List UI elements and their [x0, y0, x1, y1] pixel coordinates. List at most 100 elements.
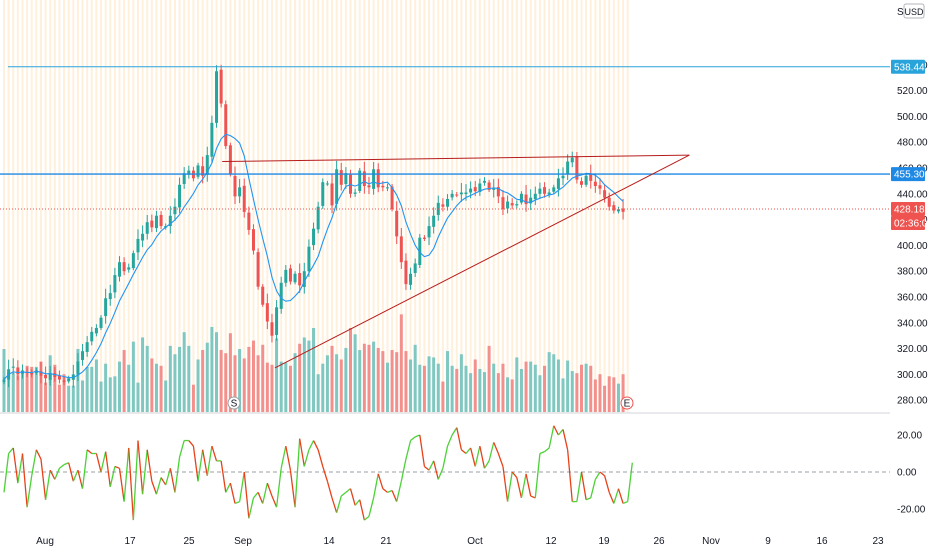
candle-body[interactable] — [427, 226, 431, 238]
candle-body[interactable] — [584, 175, 588, 185]
candle-body[interactable] — [302, 271, 306, 287]
candle-body[interactable] — [372, 169, 376, 189]
candle-body[interactable] — [312, 228, 316, 246]
candle-body[interactable] — [62, 380, 66, 383]
candle-body[interactable] — [122, 262, 126, 272]
candle-body[interactable] — [76, 361, 80, 375]
candle-body[interactable] — [293, 273, 297, 283]
candle-body[interactable] — [524, 194, 528, 205]
candle-body[interactable] — [145, 222, 149, 234]
candle-body[interactable] — [279, 282, 283, 309]
candle-body[interactable] — [487, 182, 491, 190]
candle-body[interactable] — [284, 269, 288, 283]
candle-body[interactable] — [131, 253, 135, 269]
candle-body[interactable] — [224, 104, 228, 147]
time-axis[interactable]: Aug 17 25 Sep 14 21 Oct 12 19 26 Nov 9 16 23 — [36, 536, 884, 547]
candle-body[interactable] — [598, 185, 602, 189]
candle-body[interactable] — [446, 198, 450, 207]
candle-body[interactable] — [510, 203, 514, 206]
candle-body[interactable] — [556, 178, 560, 189]
candle-body[interactable] — [339, 170, 343, 185]
candle-body[interactable] — [455, 194, 459, 196]
candle-body[interactable] — [39, 371, 43, 376]
candle-body[interactable] — [104, 298, 108, 317]
candle-body[interactable] — [469, 188, 473, 193]
earnings-marker-icon[interactable] — [620, 396, 634, 410]
candle-body[interactable] — [113, 275, 117, 293]
candle-body[interactable] — [395, 210, 399, 237]
scale-mode-label[interactable]: S — [897, 7, 904, 18]
candle-body[interactable] — [570, 157, 574, 163]
oscillator-axis[interactable]: 20.00 0.00 -20.00 — [897, 431, 926, 516]
candle-body[interactable] — [270, 322, 274, 336]
candle-body[interactable] — [593, 181, 597, 187]
candle-body[interactable] — [492, 188, 496, 190]
candle-body[interactable] — [182, 173, 186, 184]
candle-body[interactable] — [154, 215, 158, 229]
candle-body[interactable] — [238, 187, 242, 197]
candle-body[interactable] — [543, 187, 547, 194]
candle-body[interactable] — [566, 161, 570, 175]
split-marker-icon[interactable] — [227, 396, 241, 410]
candle-body[interactable] — [547, 192, 551, 195]
candle-body[interactable] — [108, 293, 112, 300]
candle-body[interactable] — [228, 145, 232, 175]
candle-body[interactable] — [344, 173, 348, 184]
candle-body[interactable] — [335, 169, 339, 204]
candle-body[interactable] — [2, 379, 6, 383]
candle-body[interactable] — [275, 307, 279, 335]
candle-body[interactable] — [219, 69, 223, 104]
candle-body[interactable] — [580, 181, 583, 185]
candle-body[interactable] — [210, 122, 214, 157]
candle-body[interactable] — [358, 170, 362, 191]
candle-body[interactable] — [385, 187, 389, 189]
candle-body[interactable] — [621, 208, 625, 212]
candle-body[interactable] — [376, 169, 380, 188]
scale-mode-toggle[interactable]: S — [897, 7, 904, 18]
candle-body[interactable] — [404, 260, 408, 285]
candle-body[interactable] — [552, 187, 556, 192]
candle-body[interactable] — [94, 327, 98, 334]
candle-body[interactable] — [201, 166, 205, 176]
candle-body[interactable] — [16, 367, 20, 375]
candle-body[interactable] — [30, 373, 34, 375]
candle-body[interactable] — [561, 175, 565, 179]
candle-body[interactable] — [529, 197, 533, 204]
candle-body[interactable] — [330, 183, 334, 206]
candle-body[interactable] — [90, 331, 94, 342]
candle-body[interactable] — [288, 268, 292, 282]
candle-body[interactable] — [482, 180, 486, 183]
candle-body[interactable] — [473, 187, 477, 192]
candle-body[interactable] — [441, 204, 445, 207]
candle-body[interactable] — [533, 193, 537, 200]
candle-body[interactable] — [57, 375, 61, 380]
candle-body[interactable] — [612, 205, 616, 211]
candle-body[interactable] — [616, 209, 620, 212]
candle-body[interactable] — [321, 182, 325, 206]
candle-body[interactable] — [261, 286, 265, 305]
currency-badge[interactable]: USD — [903, 3, 925, 19]
candle-body[interactable] — [603, 190, 607, 198]
candle-body[interactable] — [353, 192, 357, 194]
candle-body[interactable] — [464, 192, 468, 195]
candle-body[interactable] — [150, 220, 154, 228]
candle-body[interactable] — [136, 238, 140, 253]
candle-body[interactable] — [519, 193, 523, 203]
candle-body[interactable] — [251, 229, 255, 251]
candle-body[interactable] — [432, 215, 436, 227]
triangle-lower-trendline[interactable] — [274, 154, 690, 369]
candle-body[interactable] — [607, 197, 611, 207]
candle-body[interactable] — [215, 71, 219, 123]
candle-body[interactable] — [178, 184, 182, 208]
candle-body[interactable] — [242, 185, 246, 212]
candle-body[interactable] — [173, 206, 177, 215]
candle-body[interactable] — [99, 317, 103, 328]
candle-body[interactable] — [127, 267, 131, 270]
candle-body[interactable] — [450, 193, 454, 198]
candle-body[interactable] — [48, 373, 52, 380]
candle-body[interactable] — [307, 246, 311, 272]
candle-body[interactable] — [515, 204, 519, 206]
candle-body[interactable] — [367, 185, 371, 188]
candle-body[interactable] — [187, 170, 191, 175]
